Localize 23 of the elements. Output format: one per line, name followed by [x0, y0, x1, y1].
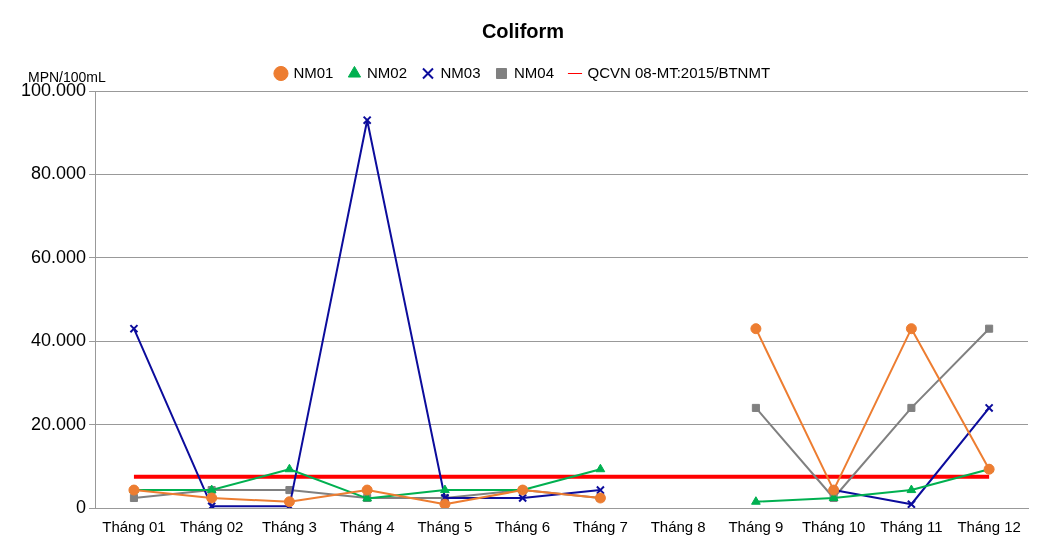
- legend-label: NM03: [440, 63, 481, 81]
- y-tick-label: 40.000: [31, 330, 87, 351]
- x-tick-label: Tháng 9: [728, 518, 784, 536]
- legend-label: NM04: [513, 63, 555, 81]
- x-tick-label: Tháng 10: [801, 518, 866, 536]
- y-tick-label: 0: [76, 496, 87, 517]
- legend-label: QCVN 08-MT:2015/BTNMT: [587, 63, 771, 81]
- x-tick-label: Tháng 6: [495, 518, 551, 536]
- x-tick-label: Tháng 5: [417, 518, 473, 536]
- y-tick-label: 20.000: [31, 413, 87, 434]
- x-tick-label: Tháng 8: [650, 518, 706, 536]
- y-tick-label: 80.000: [31, 163, 87, 184]
- chart-title: Coliform: [481, 19, 565, 42]
- y-tick-label: 60.000: [31, 246, 87, 267]
- x-tick-label: Tháng 02: [179, 518, 244, 536]
- x-tick-label: Tháng 7: [572, 518, 628, 536]
- x-tick-label: Tháng 11: [880, 518, 943, 536]
- legend-label: NM02: [366, 63, 407, 81]
- x-tick-label: Tháng 3: [261, 518, 317, 536]
- x-tick-label: Tháng 4: [339, 518, 395, 536]
- legend-label: NM01: [293, 63, 334, 81]
- x-tick-label: Tháng 12: [957, 518, 1021, 536]
- x-tick-label: Tháng 01: [102, 518, 166, 536]
